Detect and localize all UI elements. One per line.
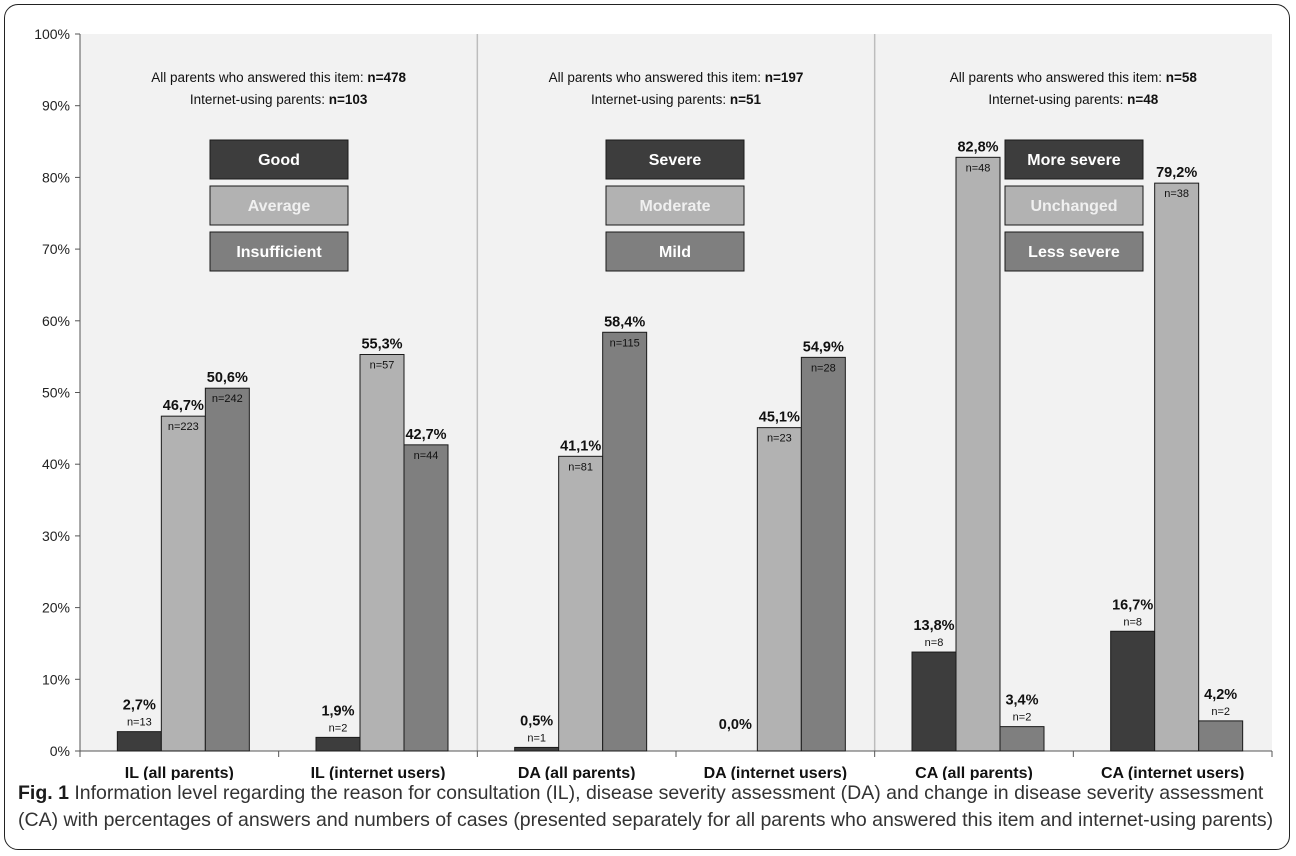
legend-label: Mild (659, 244, 691, 261)
panel-header-line2: Internet-using parents: n=48 (988, 92, 1158, 107)
legend-label: Insufficient (236, 244, 322, 261)
bar (1154, 182, 1200, 752)
bar-value-label: 0,0% (719, 717, 752, 733)
legend-swatch (605, 231, 745, 272)
y-tick-label: 90% (42, 98, 70, 114)
y-tick-label: 40% (42, 456, 70, 472)
legend-swatch (209, 139, 349, 180)
bar-n-label: n=2 (329, 722, 348, 734)
legend-swatch (1004, 139, 1144, 180)
bar-n-label: n=8 (1123, 616, 1142, 628)
bar (160, 415, 206, 752)
bar (602, 331, 648, 752)
bar-value-label: 1,9% (321, 703, 354, 719)
bar-value-label: 16,7% (1112, 597, 1153, 613)
y-tick-label: 0% (50, 743, 70, 759)
bar-value-label: 50,6% (207, 370, 248, 386)
legend-label: More severe (1027, 152, 1120, 169)
bar (1198, 720, 1244, 752)
bar-value-label: 3,4% (1005, 693, 1038, 709)
legend-label: Severe (649, 152, 702, 169)
bar (955, 156, 1001, 752)
bar-value-label: 79,2% (1156, 165, 1197, 181)
bar-n-label: n=57 (370, 359, 395, 371)
bar (315, 736, 361, 752)
panel-header-line1: All parents who answered this item: n=19… (549, 70, 804, 85)
legend-swatch (209, 231, 349, 272)
bar (911, 651, 957, 752)
bar-n-label: n=81 (568, 461, 593, 473)
bar (403, 444, 449, 752)
legend-swatch (1004, 185, 1144, 226)
bar-value-label: 13,8% (913, 618, 954, 634)
y-tick-label: 70% (42, 241, 70, 257)
bar (116, 731, 162, 752)
bar-n-label: n=242 (212, 393, 243, 405)
bar (514, 746, 560, 752)
figure-caption: Fig. 1 Information level regarding the r… (18, 780, 1283, 834)
bar-n-label: n=2 (1013, 712, 1032, 724)
y-tick-label: 100% (34, 26, 70, 42)
legend-label: Moderate (639, 198, 710, 215)
caption-label: Fig. 1 (18, 782, 69, 804)
bar-n-label: n=38 (1164, 188, 1189, 200)
bar-value-label: 42,7% (405, 427, 446, 443)
legend-label: Less severe (1028, 244, 1120, 261)
bar-n-label: n=1 (527, 732, 546, 744)
y-tick-label: 10% (42, 671, 70, 687)
bar-n-label: n=115 (610, 337, 640, 349)
legend-label: Good (258, 152, 300, 169)
bar (558, 455, 604, 752)
bar-value-label: 55,3% (361, 336, 402, 352)
bar-n-label: n=223 (168, 421, 199, 433)
bar-value-label: 0,5% (520, 713, 553, 729)
bar (800, 356, 846, 752)
figure-frame (4, 4, 1290, 850)
y-tick-label: 50% (42, 385, 70, 401)
y-tick-label: 80% (42, 169, 70, 185)
bar-n-label: n=8 (925, 637, 944, 649)
bar (204, 387, 250, 752)
y-tick-label: 20% (42, 600, 70, 616)
bar (1110, 630, 1156, 752)
caption-text: Information level regarding the reason f… (18, 782, 1274, 831)
bar-value-label: 58,4% (604, 314, 645, 330)
bar-value-label: 41,1% (560, 438, 601, 454)
panel-header-line1: All parents who answered this item: n=58 (950, 70, 1198, 85)
x-tick-label: IL (internet users) (311, 765, 446, 780)
bar-n-label: n=28 (811, 362, 836, 374)
bar-value-label: 46,7% (163, 398, 204, 414)
legend-swatch (605, 185, 745, 226)
bar-value-label: 2,7% (123, 698, 156, 714)
bar (359, 353, 405, 752)
x-tick-label: DA (all parents) (518, 765, 636, 780)
y-tick-label: 30% (42, 528, 70, 544)
y-tick-label: 60% (42, 313, 70, 329)
bar-value-label: 82,8% (957, 139, 998, 155)
x-tick-label: DA (internet users) (704, 765, 847, 780)
legend-swatch (1004, 231, 1144, 272)
legend-swatch (605, 139, 745, 180)
bar-value-label: 45,1% (759, 410, 800, 426)
x-tick-label: IL (all parents) (125, 765, 234, 780)
panel-header-line1: All parents who answered this item: n=47… (151, 70, 406, 85)
bar-n-label: n=44 (414, 450, 439, 462)
legend-swatch (209, 185, 349, 226)
legend-label: Unchanged (1030, 198, 1117, 215)
bar (756, 427, 802, 752)
bar-n-label: n=13 (127, 717, 152, 729)
bar-chart: 0% 10% 20% 30% 40% 50% 60% 70% 80% 90% 100% IL (all… (34, 26, 1273, 780)
bar (999, 726, 1045, 752)
legend-label: Average (248, 198, 311, 215)
x-tick-label: CA (all parents) (915, 765, 1033, 780)
bar-n-label: n=2 (1211, 706, 1230, 718)
bar-n-label: n=48 (966, 162, 991, 174)
panel-header-line2: Internet-using parents: n=103 (190, 92, 368, 107)
bar-value-label: 4,2% (1204, 687, 1237, 703)
bar-value-label: 54,9% (803, 339, 844, 355)
x-tick-label: CA (internet users) (1101, 765, 1244, 780)
panel-header-line2: Internet-using parents: n=51 (591, 92, 761, 107)
bar-n-label: n=23 (767, 433, 792, 445)
